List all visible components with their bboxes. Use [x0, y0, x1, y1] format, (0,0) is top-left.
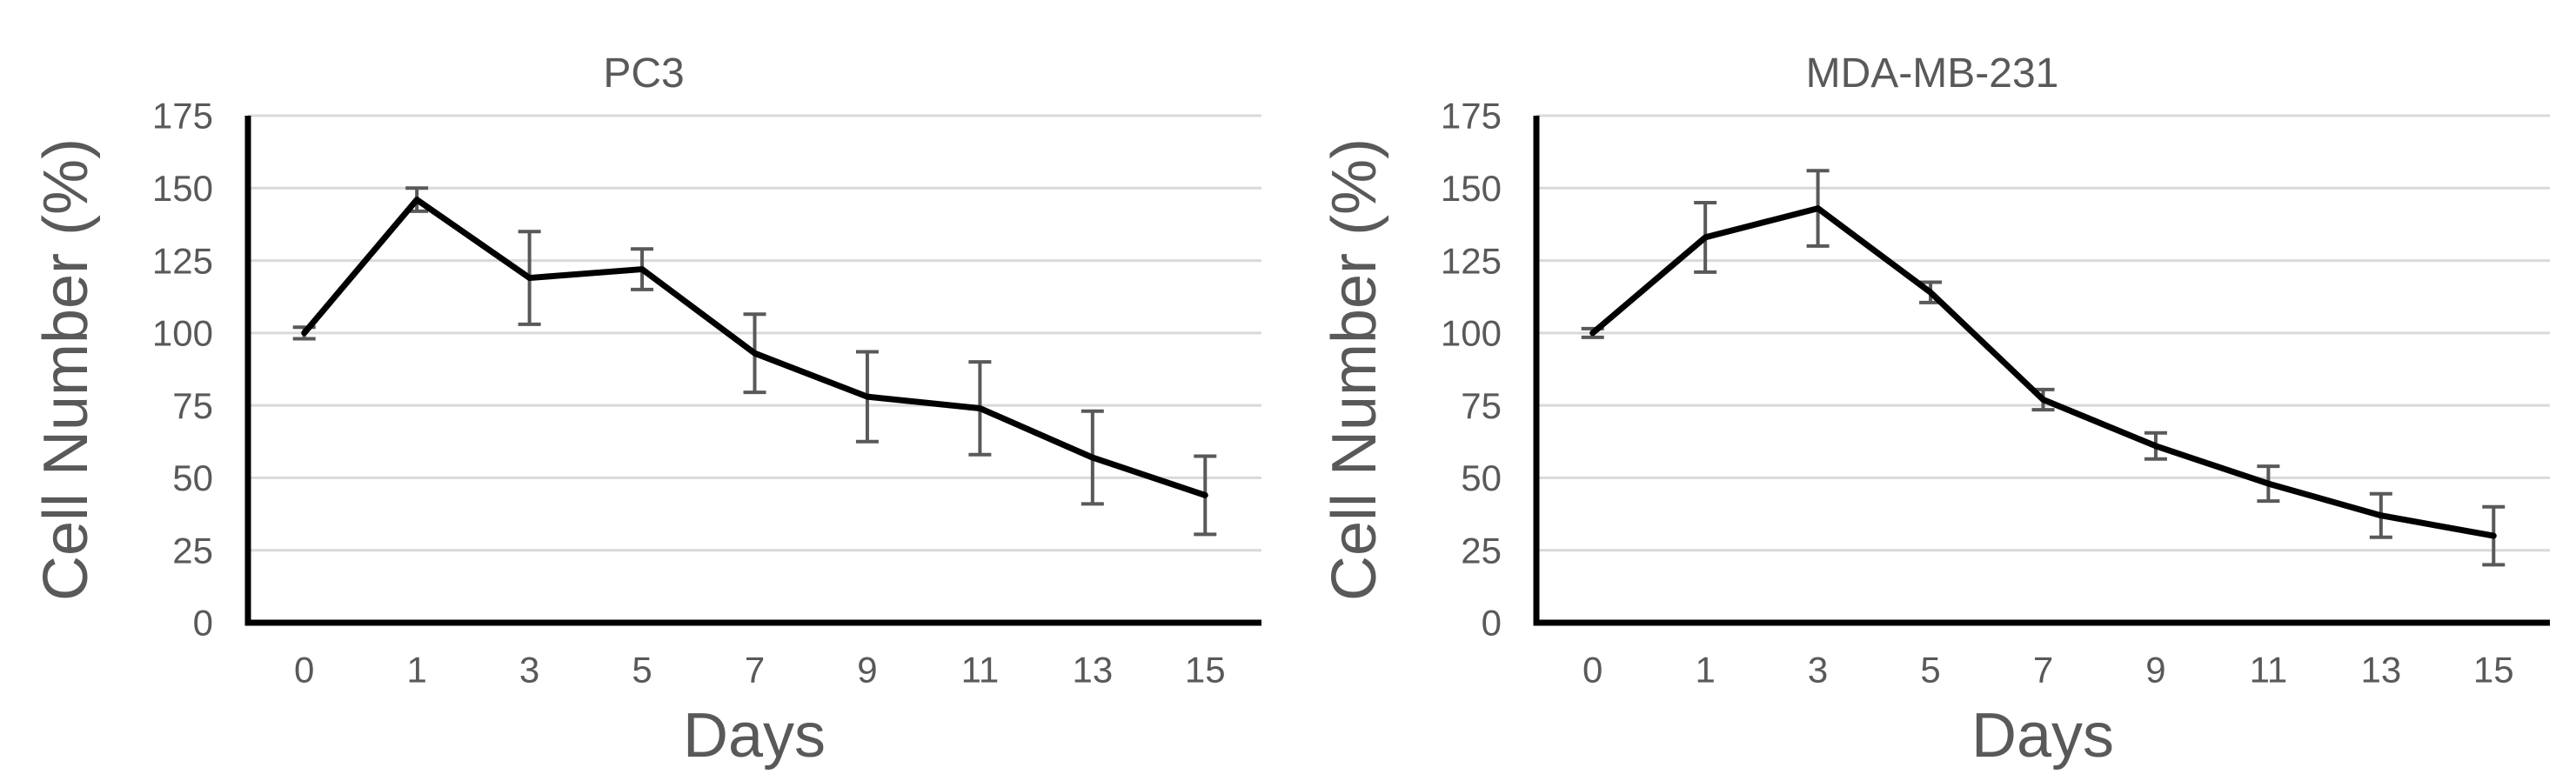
y-tick-label: 0 — [1482, 603, 1502, 644]
x-tick-label: 15 — [2473, 650, 2514, 691]
y-tick-label: 50 — [172, 457, 213, 498]
x-tick-label: 3 — [519, 650, 539, 691]
y-tick-label: 25 — [1461, 530, 1502, 571]
error-bars — [292, 186, 1217, 537]
y-tick-label: 75 — [172, 385, 213, 426]
series-line — [1589, 205, 2497, 539]
x-tick-label: 15 — [1185, 650, 1226, 691]
y-tick-label: 150 — [1441, 168, 1502, 209]
y-tick-label: 125 — [152, 240, 213, 281]
x-tick-label: 5 — [1920, 650, 1940, 691]
x-tick-label: 1 — [1695, 650, 1715, 691]
y-tick-labels: 0 25 50 75 100 125 150 175 — [152, 96, 213, 644]
y-tick-label: 125 — [1441, 240, 1502, 281]
chart-pc3: 0 25 50 75 100 125 150 175 0 1 3 5 7 9 11 13 15 PC3 Cell… — [31, 50, 1261, 771]
y-tick-labels: 0 25 50 75 100 125 150 175 — [1441, 96, 1502, 644]
x-tick-label: 9 — [857, 650, 877, 691]
mda-chart-title: MDA-MB-231 — [1806, 50, 2059, 97]
y-tick-label: 25 — [172, 530, 213, 571]
x-tick-label: 7 — [745, 650, 765, 691]
x-tick-label: 11 — [961, 650, 1000, 691]
pc3-chart-title: PC3 — [603, 50, 684, 97]
y-tick-label: 175 — [1441, 96, 1502, 137]
chart-mda-mb-231: 0 25 50 75 100 125 150 175 0 1 3 5 7 9 11 13 15 MDA-MB-2… — [1288, 0, 2576, 781]
mda-x-axis-title: Days — [1971, 701, 2114, 771]
pc3-x-axis-title: Days — [683, 701, 826, 771]
x-tick-label: 13 — [1072, 650, 1113, 691]
x-tick-label: 7 — [2033, 650, 2053, 691]
x-tick-label: 9 — [2145, 650, 2165, 691]
y-tick-label: 50 — [1461, 457, 1502, 498]
x-tick-label: 11 — [2250, 650, 2288, 691]
y-tick-label: 175 — [152, 96, 213, 137]
mda-y-axis-title: Cell Number (%) — [1320, 138, 1389, 601]
y-tick-label: 100 — [152, 313, 213, 354]
y-tick-label: 75 — [1461, 385, 1502, 426]
x-tick-label: 0 — [294, 650, 314, 691]
series-line — [301, 197, 1208, 498]
y-tick-label: 100 — [1441, 313, 1502, 354]
error-bars — [1581, 169, 2506, 567]
x-tick-label: 5 — [632, 650, 652, 691]
x-tick-label: 3 — [1808, 650, 1828, 691]
x-tick-label: 0 — [1582, 650, 1602, 691]
gridlines — [1536, 114, 2550, 552]
pc3-y-axis-title: Cell Number (%) — [31, 138, 101, 601]
x-tick-label: 13 — [2360, 650, 2401, 691]
y-tick-label: 150 — [152, 168, 213, 209]
x-tick-label: 1 — [406, 650, 426, 691]
x-tick-labels: 0 1 3 5 7 9 11 13 15 — [1582, 650, 2514, 691]
y-tick-label: 0 — [193, 603, 213, 644]
x-tick-labels: 0 1 3 5 7 9 11 13 15 — [294, 650, 1226, 691]
